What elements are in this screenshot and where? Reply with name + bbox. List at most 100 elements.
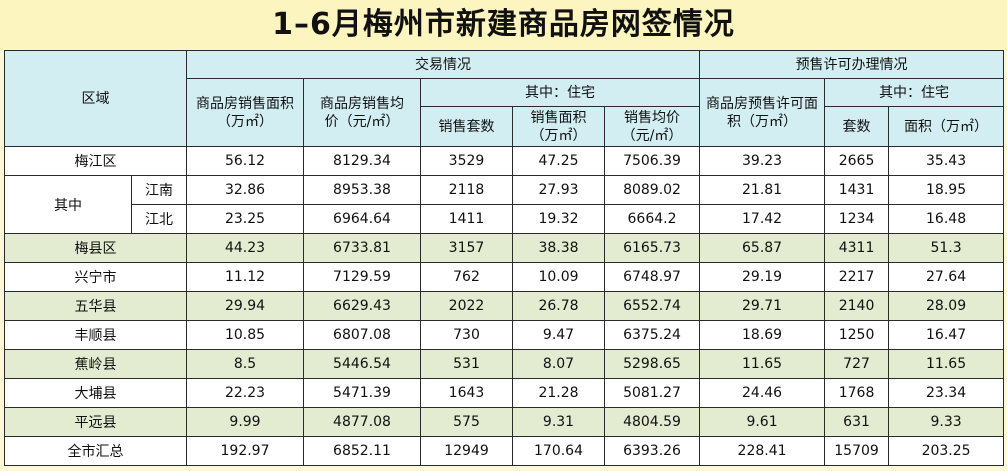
cell: 203.25 (888, 436, 1005, 466)
cell: 65.87 (699, 233, 826, 263)
cell: 28.09 (888, 291, 1005, 321)
cell: 4804.59 (603, 407, 701, 437)
cell: 22.23 (186, 378, 304, 408)
presale-units-header: 套数 (824, 106, 890, 147)
region-name: 兴宁市 (4, 262, 187, 292)
table-row: 其中 江南 32.86 8953.38 2118 27.93 8089.02 2… (4, 175, 1005, 234)
table-row: 五华县 29.94 6629.43 2022 26.78 6552.74 29.… (4, 291, 1005, 321)
avg-price-header: 商品房销售均价（元/㎡） (303, 78, 421, 147)
cell: 21.81 (699, 175, 826, 205)
cell: 6165.73 (603, 233, 701, 263)
cell: 5446.54 (303, 349, 421, 379)
table-row: 兴宁市 11.12 7129.59 762 10.09 6748.97 29.1… (4, 262, 1005, 292)
cell: 192.97 (186, 436, 304, 466)
cell: 1250 (824, 320, 890, 350)
cell: 8129.34 (303, 146, 421, 176)
region-name: 梅江区 (4, 146, 187, 176)
presale-area-header: 商品房预售许可面积（万㎡） (699, 78, 826, 147)
cell: 11.65 (888, 349, 1005, 379)
cell: 2217 (824, 262, 890, 292)
cell: 1643 (420, 378, 513, 408)
cell: 21.28 (512, 378, 605, 408)
cell: 575 (420, 407, 513, 437)
cell: 6852.11 (303, 436, 421, 466)
region-name: 江南 (131, 175, 187, 205)
cell: 23.34 (888, 378, 1005, 408)
cell: 16.47 (888, 320, 1005, 350)
presale-res-area-header: 面积（万㎡） (888, 106, 1005, 147)
cell: 23.25 (186, 204, 304, 234)
cell: 39.23 (699, 146, 826, 176)
cell: 531 (420, 349, 513, 379)
cell: 727 (824, 349, 890, 379)
cell: 8089.02 (603, 175, 701, 205)
cell: 6807.08 (303, 320, 421, 350)
cell: 19.32 (512, 204, 605, 234)
page-title: 1–6月梅州市新建商品房网签情况 (0, 0, 1007, 50)
cell: 631 (824, 407, 890, 437)
cell: 762 (420, 262, 513, 292)
cell: 29.71 (699, 291, 826, 321)
cell: 6629.43 (303, 291, 421, 321)
cell: 27.93 (512, 175, 605, 205)
cell: 4311 (824, 233, 890, 263)
cell: 1234 (824, 204, 890, 234)
cell: 6393.26 (603, 436, 701, 466)
cell: 6733.81 (303, 233, 421, 263)
cell: 5298.65 (603, 349, 701, 379)
cell: 5471.39 (303, 378, 421, 408)
cell: 32.86 (186, 175, 304, 205)
region-name: 平远县 (4, 407, 187, 437)
region-header: 区域 (4, 50, 187, 147)
res-avg-price-header: 销售均价（元/㎡） (603, 106, 701, 147)
res-sales-area-header: 销售面积（万㎡） (512, 106, 605, 147)
cell: 1411 (420, 204, 513, 234)
table-row: 梅县区 44.23 6733.81 3157 38.38 6165.73 65.… (4, 233, 1005, 263)
cell: 11.12 (186, 262, 304, 292)
table-row: 蕉岭县 8.5 5446.54 531 8.07 5298.65 11.65 7… (4, 349, 1005, 379)
cell: 29.94 (186, 291, 304, 321)
table-row: 大埔县 22.23 5471.39 1643 21.28 5081.27 24.… (4, 378, 1005, 408)
cell: 18.95 (888, 175, 1005, 205)
cell: 8.07 (512, 349, 605, 379)
sales-units-header: 销售套数 (420, 106, 513, 147)
residential-header: 其中：住宅 (419, 78, 701, 107)
cell: 6748.97 (603, 262, 701, 292)
cell: 9.47 (512, 320, 605, 350)
cell: 27.64 (888, 262, 1005, 292)
table-row: 平远县 9.99 4877.08 575 9.31 4804.59 9.61 6… (4, 407, 1005, 437)
region-name: 丰顺县 (4, 320, 187, 350)
cell: 16.48 (888, 204, 1005, 234)
cell: 9.31 (512, 407, 605, 437)
region-name: 大埔县 (4, 378, 187, 408)
group-label: 其中 (4, 175, 132, 234)
cell: 10.85 (186, 320, 304, 350)
cell: 26.78 (512, 291, 605, 321)
cell: 29.19 (699, 262, 826, 292)
cell: 2118 (420, 175, 513, 205)
cell: 228.41 (699, 436, 826, 466)
cell: 56.12 (186, 146, 304, 176)
region-name: 五华县 (4, 291, 187, 321)
presale-header: 预售许可办理情况 (699, 50, 1005, 79)
region-name: 江北 (131, 204, 187, 234)
cell: 9.99 (186, 407, 304, 437)
cell: 10.09 (512, 262, 605, 292)
cell: 8.5 (186, 349, 304, 379)
region-name: 蕉岭县 (4, 349, 187, 379)
cell: 47.25 (512, 146, 605, 176)
housing-sales-table: 区域 交易情况 预售许可办理情况 商品房销售面积（万㎡） 商品房销售均价（元/㎡… (4, 50, 1005, 466)
cell: 6964.64 (303, 204, 421, 234)
cell: 17.42 (699, 204, 826, 234)
region-name: 全市汇总 (4, 436, 187, 466)
cell: 11.65 (699, 349, 826, 379)
cell: 24.46 (699, 378, 826, 408)
cell: 35.43 (888, 146, 1005, 176)
cell: 15709 (824, 436, 890, 466)
cell: 51.3 (888, 233, 1005, 263)
cell: 7506.39 (603, 146, 701, 176)
cell: 3529 (420, 146, 513, 176)
table-row: 梅江区 56.12 8129.34 3529 47.25 7506.39 39.… (4, 146, 1005, 176)
table-row: 江北 23.25 6964.64 1411 19.32 6664.2 17.42… (5, 204, 1005, 234)
cell: 2022 (420, 291, 513, 321)
